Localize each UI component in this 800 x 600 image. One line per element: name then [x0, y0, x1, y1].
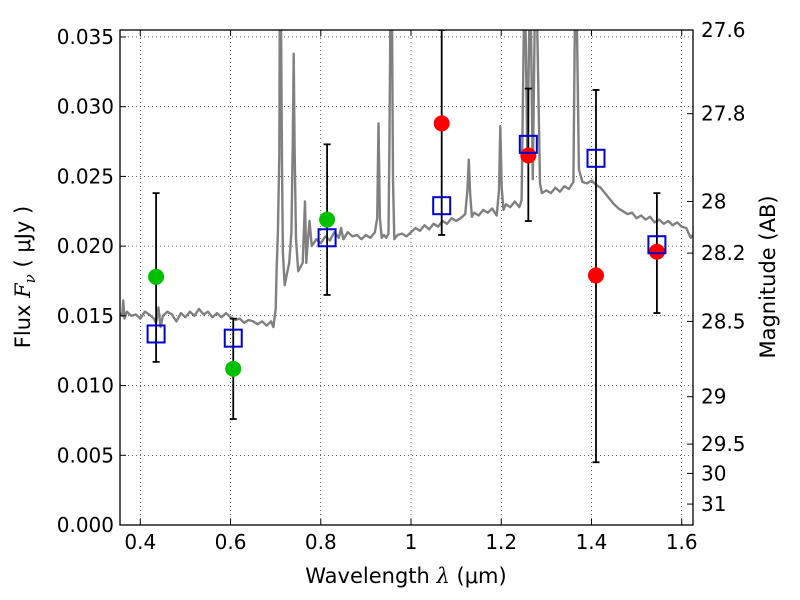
ticks: 0.4 0.6 0.8 1 1.2 1.4 1.6 0.000 0.005 0.010 0.015 0…	[57, 18, 746, 554]
right-tick-label: 28	[701, 190, 726, 214]
y-tick-label: 0.010	[57, 374, 114, 398]
data-point-circle	[433, 115, 450, 132]
right-tick-label: 28.5	[701, 309, 746, 333]
right-tick-label: 28.2	[701, 241, 746, 265]
y-tick-label: 0.020	[57, 234, 114, 258]
marker-layer	[146, 115, 667, 377]
y-tick-label: 0.025	[57, 164, 114, 188]
y-tick-label: 0.000	[57, 513, 114, 537]
x-tick-label: 0.6	[215, 530, 247, 554]
y-tick-label: 0.030	[57, 95, 114, 119]
model-point-square	[647, 235, 667, 255]
x-tick-label: 1	[405, 530, 418, 554]
model-point-square	[146, 324, 166, 344]
y-tick-label: 0.015	[57, 304, 114, 328]
grid	[120, 30, 693, 525]
right-tick-label: 31	[701, 492, 726, 516]
data-point-circle	[148, 268, 165, 285]
right-tick-label: 30	[701, 461, 726, 485]
data-point-circle	[648, 243, 665, 260]
data-point-circle	[587, 267, 604, 284]
y-tick-label: 0.005	[57, 443, 114, 467]
right-tick-label: 27.8	[701, 102, 746, 126]
model-point-square	[518, 134, 538, 154]
right-tick-label: 27.6	[701, 18, 746, 42]
data-point-circle	[319, 211, 336, 228]
y-tick-label: 0.035	[57, 25, 114, 49]
x-tick-label: 1.6	[666, 530, 698, 554]
model-point-square	[586, 148, 606, 168]
right-tick-label: 29	[701, 385, 726, 409]
data-point-circle	[225, 360, 242, 377]
x-axis-label: Wavelength λ (μm)	[305, 564, 506, 588]
x-tick-label: 0.4	[124, 530, 156, 554]
right-axis-label: Magnitude (AB)	[756, 195, 780, 358]
model-point-square	[223, 328, 243, 348]
plot-frame	[119, 29, 694, 526]
plot-area	[120, 30, 693, 525]
right-tick-label: 29.5	[701, 432, 746, 456]
x-tick-label: 0.8	[305, 530, 337, 554]
model-spectrum-line	[120, 30, 693, 329]
model-point-square	[317, 228, 337, 248]
x-tick-label: 1.2	[485, 530, 517, 554]
model-point-square	[432, 196, 452, 216]
x-tick-label: 1.4	[576, 530, 608, 554]
y-axis-label: Flux Fν ( μJy )	[11, 206, 39, 348]
spectrum-layer	[120, 30, 693, 329]
data-point-circle	[520, 147, 537, 164]
